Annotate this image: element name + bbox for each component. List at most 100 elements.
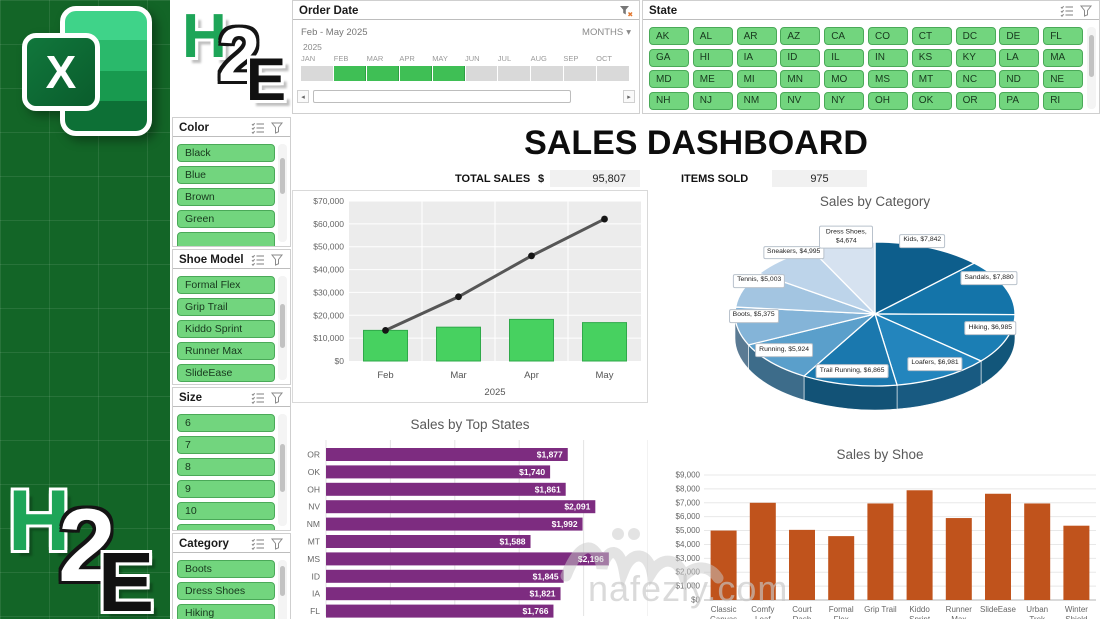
timeline-segment-mar[interactable] (366, 66, 399, 81)
state-button-ca[interactable]: CA (824, 27, 865, 45)
timeline-scrollbar-thumb[interactable] (313, 90, 571, 103)
clear-filter-icon[interactable] (270, 538, 284, 550)
slicer-item-slideease[interactable]: SlideEase (177, 364, 275, 382)
category-slicer: Category Boots Dress Shoes Hiking (172, 533, 291, 619)
state-button-ky[interactable]: KY (955, 48, 996, 67)
state-button-mt[interactable]: MT (911, 70, 952, 89)
slicer-item-grip-trail[interactable]: Grip Trail (177, 298, 275, 316)
state-button-ny[interactable]: NY (824, 91, 865, 110)
slicer-item-7[interactable]: 7 (177, 436, 275, 454)
state-button-ri[interactable]: RI (1043, 91, 1084, 110)
slicer-scrollbar-thumb[interactable] (280, 158, 285, 194)
total-sales-value: 95,807 (550, 170, 640, 187)
state-button-pa[interactable]: PA (999, 91, 1040, 110)
multi-select-icon[interactable] (251, 254, 265, 266)
svg-text:$0: $0 (335, 356, 345, 366)
state-scrollbar-thumb[interactable] (1089, 35, 1094, 77)
slicer-scrollbar[interactable] (278, 276, 287, 380)
timeline-segment-apr[interactable] (399, 66, 432, 81)
state-button-il[interactable]: IL (824, 48, 865, 67)
timeline-segment-jan[interactable] (301, 66, 333, 81)
timeline-segment-feb[interactable] (333, 66, 366, 81)
slicer-item-8[interactable]: 8 (177, 458, 275, 476)
timeline-scrollbar[interactable]: ◂ ▸ (297, 90, 635, 104)
state-button-me[interactable]: ME (692, 70, 733, 89)
slicer-item-9[interactable]: 9 (177, 480, 275, 498)
timeline-segment-jul[interactable] (498, 66, 531, 81)
state-button-hi[interactable]: HI (692, 48, 733, 67)
multi-select-icon[interactable] (251, 122, 265, 134)
state-button-ga[interactable]: GA (649, 48, 689, 67)
state-button-ia[interactable]: IA (736, 48, 777, 67)
clear-filter-icon[interactable] (270, 254, 284, 266)
clear-filter-icon[interactable] (270, 122, 284, 134)
slicer-item-brown[interactable]: Brown (177, 188, 275, 206)
scroll-right-icon[interactable]: ▸ (623, 90, 635, 103)
slicer-scrollbar-thumb[interactable] (280, 304, 285, 348)
state-button-co[interactable]: CO (868, 27, 908, 45)
slicer-item-kiddo-sprint[interactable]: Kiddo Sprint (177, 320, 275, 338)
clear-filter-icon[interactable] (270, 392, 284, 404)
state-button-ok[interactable]: OK (911, 91, 952, 110)
slicer-scrollbar-thumb[interactable] (280, 566, 285, 596)
slicer-item-runner-max[interactable]: Runner Max (177, 342, 275, 360)
state-button-ma[interactable]: MA (1043, 48, 1084, 67)
state-button-la[interactable]: LA (999, 48, 1040, 67)
slicer-item-6[interactable]: 6 (177, 414, 275, 432)
slicer-item-blue[interactable]: Blue (177, 166, 275, 184)
state-button-de[interactable]: DE (999, 27, 1040, 45)
slicer-item-black[interactable]: Black (177, 144, 275, 162)
state-button-nj[interactable]: NJ (692, 91, 733, 110)
state-button-nv[interactable]: NV (780, 91, 821, 110)
state-button-oh[interactable]: OH (868, 91, 908, 110)
slicer-scrollbar[interactable] (278, 144, 287, 242)
slicer-item-boots[interactable]: Boots (177, 560, 275, 578)
state-button-in[interactable]: IN (868, 48, 908, 67)
state-button-ar[interactable]: AR (736, 27, 777, 45)
timeline-segment-aug[interactable] (531, 66, 564, 81)
state-scrollbar[interactable] (1087, 27, 1096, 109)
slicer-item-clipped[interactable] (177, 232, 275, 246)
timeline-segment-oct[interactable] (597, 66, 630, 81)
state-button-or[interactable]: OR (955, 91, 996, 110)
state-button-mi[interactable]: MI (736, 70, 777, 89)
state-button-id[interactable]: ID (780, 48, 821, 67)
state-button-ct[interactable]: CT (911, 27, 952, 45)
state-button-nd[interactable]: ND (999, 70, 1040, 89)
scroll-left-icon[interactable]: ◂ (297, 90, 309, 103)
slicer-scrollbar[interactable] (278, 560, 287, 619)
timeline-segment-may[interactable] (432, 66, 465, 81)
state-button-ks[interactable]: KS (911, 48, 952, 67)
timeline-segment-jun[interactable] (465, 66, 498, 81)
state-button-ak[interactable]: AK (649, 27, 689, 45)
slicer-item-dress-shoes[interactable]: Dress Shoes (177, 582, 275, 600)
pie-label-hiking: Hiking, $6,985 (964, 321, 1017, 336)
multi-select-icon[interactable] (251, 538, 265, 550)
state-button-dc[interactable]: DC (955, 27, 996, 45)
multi-select-icon[interactable] (251, 392, 265, 404)
multi-select-icon[interactable] (1060, 5, 1074, 17)
state-button-mn[interactable]: MN (780, 70, 821, 89)
clear-filter-icon[interactable] (1079, 5, 1093, 17)
state-button-nc[interactable]: NC (955, 70, 996, 89)
slicer-item-clipped[interactable] (177, 524, 275, 530)
slicer-scrollbar[interactable] (278, 414, 287, 526)
state-button-mo[interactable]: MO (824, 70, 865, 89)
state-button-ne[interactable]: NE (1043, 70, 1084, 89)
state-button-al[interactable]: AL (692, 27, 733, 45)
state-button-md[interactable]: MD (649, 70, 689, 89)
slicer-item-formal-flex[interactable]: Formal Flex (177, 276, 275, 294)
slicer-scrollbar-thumb[interactable] (280, 444, 285, 492)
state-button-nh[interactable]: NH (649, 91, 689, 110)
state-button-nm[interactable]: NM (736, 91, 777, 110)
state-button-ms[interactable]: MS (868, 70, 908, 89)
timeline-track[interactable] (301, 66, 630, 81)
timeline-segment-sep[interactable] (564, 66, 597, 81)
slicer-item-10[interactable]: 10 (177, 502, 275, 520)
timeline-period-dropdown[interactable]: MONTHS ▾ (582, 27, 631, 38)
slicer-item-green[interactable]: Green (177, 210, 275, 228)
state-button-az[interactable]: AZ (780, 27, 821, 45)
slicer-item-hiking[interactable]: Hiking (177, 604, 275, 619)
state-button-fl[interactable]: FL (1043, 27, 1084, 45)
clear-filter-icon[interactable] (619, 5, 633, 17)
